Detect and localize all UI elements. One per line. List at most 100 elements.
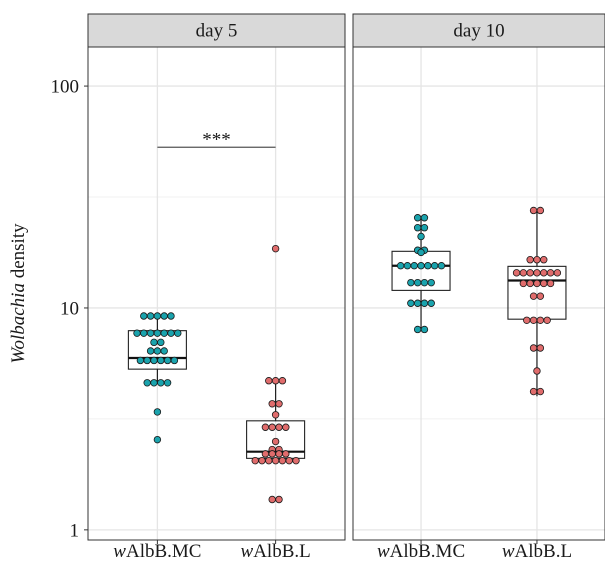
data-point [396,262,405,270]
data-point [160,347,168,355]
x-tick-label: wAlbB.MC [113,541,201,562]
data-point [536,316,545,324]
x-tick-label: wAlbB.L [502,541,572,562]
data-point [174,329,182,337]
panel-border [352,46,605,541]
data-point [153,408,162,416]
strip-label: day 10 [453,21,504,42]
data-point [153,347,162,355]
data-point [413,325,422,334]
x-tick-label-rest: AlbB.L [253,541,311,562]
plot-background [353,47,605,540]
data-point [407,299,415,307]
data-point [420,214,429,222]
data-point [140,329,148,337]
y-tick-label: 10 [60,298,79,319]
data-point [282,450,290,458]
group-wAlbB.L [246,244,306,504]
data-point [133,329,141,337]
data-point [540,269,548,277]
data-point [546,279,555,288]
data-point [403,262,412,270]
data-point [529,387,538,396]
data-point [143,356,151,365]
data-point [526,279,534,288]
group-wAlbB.L [507,206,567,397]
data-point [519,279,528,288]
x-tick-label-rest: AlbB.L [515,541,573,562]
y-tick-label: 100 [51,77,80,98]
data-point [261,450,270,458]
data-point [523,316,531,324]
data-point [533,269,541,277]
x-tick-label-rest: AlbB.MC [126,541,202,562]
data-point [153,312,162,320]
data-point [413,299,422,307]
panel-day-5: day 5***wAlbB.MC wAlbB.L [87,13,346,562]
data-point [292,456,300,465]
data-point [160,312,168,320]
data-point [533,279,541,288]
data-point [275,400,283,408]
data-point [271,411,280,419]
data-point [540,279,548,288]
y-axis: 1 10 100 [51,77,88,541]
data-point [167,329,175,337]
data-point [271,437,280,446]
data-point [420,223,429,232]
data-point [146,347,155,355]
data-point [430,262,439,270]
data-point [533,367,541,375]
data-point [413,214,422,222]
data-point [268,400,276,408]
x-tick-label-prefix: w [377,541,390,562]
data-point [163,379,172,387]
data-point [437,262,446,270]
data-point [251,456,259,465]
data-point [136,356,145,365]
data-point [285,456,293,465]
strip-label: day 5 [196,21,238,42]
data-point [150,379,158,387]
data-point [258,456,266,465]
data-point [265,377,273,385]
data-point [167,312,175,320]
data-point [536,206,545,215]
plot-background [88,47,345,540]
data-point [410,262,418,270]
data-point [268,423,276,431]
data-point [150,338,158,347]
x-tick-label-rest: AlbB.MC [390,541,466,562]
data-point [417,248,425,257]
data-point [526,256,534,264]
data-point [526,269,534,277]
data-point [157,338,165,347]
y-tick-label: 1 [70,520,80,541]
data-point [540,256,548,264]
data-point [282,423,290,431]
strip-background [352,13,605,48]
data-point [427,299,435,307]
data-point [519,269,528,277]
data-point [413,278,422,287]
data-point [271,244,280,253]
x-tick-label-prefix: w [241,541,254,562]
y-axis-title-rest: density [8,223,29,283]
data-point [275,495,283,504]
data-point [420,278,429,287]
data-point [529,316,538,324]
data-point [529,292,538,300]
data-point [512,269,521,277]
data-point [275,423,283,431]
data-point [265,456,273,465]
data-point [157,379,165,387]
data-point [427,278,435,287]
data-point [536,387,545,396]
data-point [143,379,151,387]
data-point [413,223,422,232]
data-point [146,329,155,337]
data-point [163,356,172,365]
x-tick-label-prefix: w [502,541,515,562]
